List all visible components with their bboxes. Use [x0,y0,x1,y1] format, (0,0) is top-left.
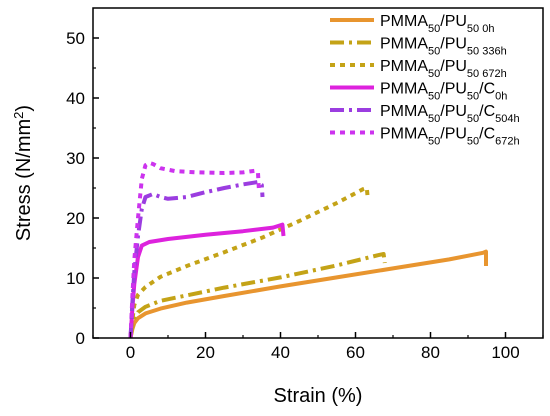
x-tick-label: 20 [196,343,215,362]
y-axis-title-main: Stress (N/mm [13,119,35,241]
legend-label-6: PMMA50/PU50/C672h [380,126,520,148]
legend-label-3: PMMA50/PU50 672h [380,58,507,80]
series-line-1 [128,249,488,339]
series-line-5 [128,180,265,339]
legend-label-5: PMMA50/PU50/C504h [380,103,520,125]
y-tick-label: 20 [66,209,85,228]
y-axis-title: Stress (N/mm2) [11,105,36,241]
plot-frame [92,7,544,339]
y-tick-label: 30 [66,149,85,168]
x-tick-label: 0 [126,343,135,362]
series-layer [128,160,488,339]
legend-label-1: PMMA50/PU50 0h [380,13,494,35]
series-line-6 [128,160,261,339]
series-line-2 [128,252,387,339]
x-tick-label: 100 [491,343,519,362]
legend-label-2: PMMA50/PU50 336h [380,36,507,58]
legend-label-4: PMMA50/PU50/C0h [380,81,507,103]
ticks-layer: 0 20 40 60 80 100 0 10 20 30 40 50 [66,29,544,362]
x-tick-label: 40 [271,343,290,362]
y-tick-label: 40 [66,89,85,108]
y-tick-label: 10 [66,269,85,288]
y-tick-label: 50 [66,29,85,48]
x-tick-label: 60 [346,343,365,362]
y-tick-label: 0 [76,329,85,348]
x-tick-label: 80 [421,343,440,362]
series-line-3 [128,186,370,339]
x-axis-title: Strain (%) [274,385,363,407]
y-axis-title-end: ) [13,105,35,112]
y-axis-title-sup: 2 [11,112,26,119]
